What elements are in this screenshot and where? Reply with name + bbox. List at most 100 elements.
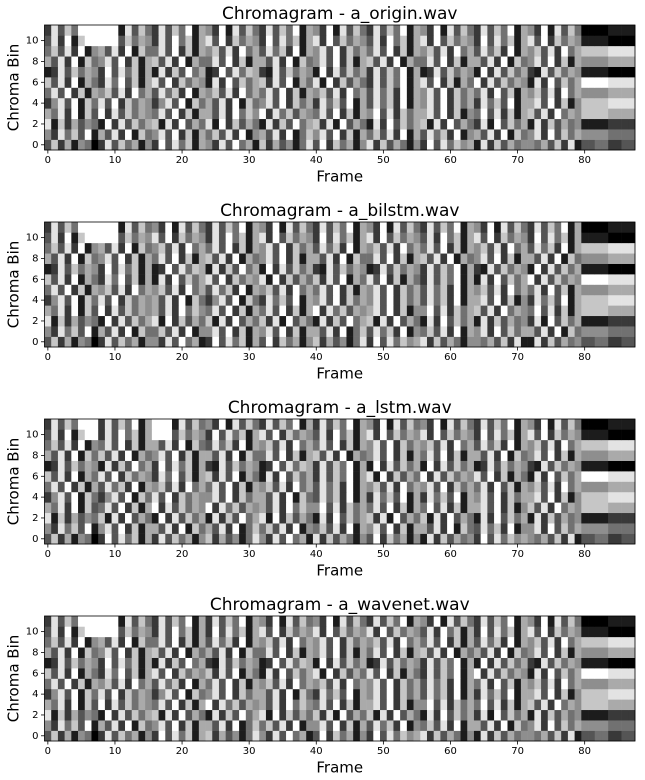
heatmap-cell [272, 439, 280, 451]
x-tick-label: 70 [511, 155, 524, 166]
heatmap-cell [507, 668, 515, 679]
heatmap-cell [292, 699, 300, 711]
heatmap-cell [104, 326, 112, 337]
heatmap-cell [567, 512, 575, 524]
heatmap-cell [111, 688, 119, 700]
heatmap-cell [614, 108, 622, 120]
heatmap-cell [574, 232, 582, 244]
heatmap-cell [286, 668, 294, 679]
heatmap-cell [64, 232, 72, 244]
heatmap-cell [614, 139, 622, 151]
heatmap-cell [185, 77, 193, 88]
heatmap-cell [527, 284, 535, 296]
heatmap-cell [225, 305, 233, 317]
heatmap-cell [380, 118, 388, 130]
heatmap-cell [44, 450, 52, 461]
heatmap-cell [111, 87, 119, 99]
chart-title: Chromagram - a_lstm.wav [228, 398, 452, 418]
heatmap-cell [272, 678, 280, 690]
heatmap-cell [527, 45, 535, 57]
heatmap-cell [420, 626, 428, 638]
heatmap-cell [547, 108, 555, 120]
heatmap-cell [447, 45, 455, 57]
heatmap-cell [272, 222, 280, 233]
heatmap-cell [500, 326, 508, 337]
heatmap-cell [426, 222, 434, 233]
heatmap-cell [165, 491, 173, 503]
heatmap-cell [628, 129, 636, 140]
heatmap-cell [51, 315, 59, 327]
heatmap-cell [78, 294, 86, 306]
heatmap-cell [440, 512, 448, 524]
heatmap-cell [346, 77, 354, 88]
heatmap-cell [413, 66, 421, 78]
heatmap-cell [507, 439, 515, 451]
heatmap-cell [353, 25, 361, 36]
heatmap-cell [380, 626, 388, 638]
heatmap-cell [111, 450, 119, 461]
heatmap-cell [232, 730, 240, 742]
heatmap-cell [359, 97, 367, 109]
heatmap-cell [473, 97, 481, 109]
heatmap-cell [574, 491, 582, 503]
heatmap-cell [400, 232, 408, 244]
heatmap-cell [312, 429, 320, 441]
heatmap-cell [104, 429, 112, 441]
heatmap-cell [541, 699, 549, 711]
heatmap-cell [413, 460, 421, 472]
heatmap-cell [131, 709, 139, 721]
heatmap-cell [581, 336, 589, 348]
heatmap-cell [588, 450, 596, 461]
heatmap-cell [64, 139, 72, 151]
heatmap-cell [91, 460, 99, 472]
heatmap-cell [453, 523, 461, 534]
heatmap-cell [594, 77, 602, 88]
heatmap-cell [145, 439, 153, 451]
heatmap-cell [614, 419, 622, 430]
x-tick-label: 10 [109, 155, 122, 166]
heatmap-cell [51, 657, 59, 669]
heatmap-cell [628, 730, 636, 742]
heatmap-cell [51, 284, 59, 296]
heatmap-cell [71, 129, 79, 140]
heatmap-cell [171, 45, 180, 57]
heatmap-cell [198, 232, 206, 244]
heatmap-cell [333, 429, 341, 441]
heatmap-cell [151, 253, 159, 264]
heatmap-cell [393, 419, 401, 430]
heatmap-cell [527, 502, 535, 514]
heatmap-cell [151, 336, 159, 348]
heatmap-cell [125, 636, 133, 648]
heatmap-cell [125, 232, 133, 244]
heatmap-cell [400, 730, 408, 742]
heatmap-cell [359, 129, 367, 140]
heatmap-cell [192, 25, 200, 36]
heatmap-cell [125, 491, 133, 503]
heatmap-cell [326, 56, 334, 67]
heatmap-cell [104, 87, 112, 99]
heatmap-cell [319, 657, 327, 669]
heatmap-cell [420, 616, 428, 627]
heatmap-cell [339, 668, 347, 679]
heatmap-cell [440, 232, 448, 244]
heatmap-cell [125, 523, 133, 534]
heatmap-cell [205, 626, 213, 638]
heatmap-cell [239, 491, 247, 503]
heatmap-cell [487, 419, 495, 430]
heatmap-cell [373, 284, 381, 296]
heatmap-cell [561, 439, 569, 451]
heatmap-cell [527, 129, 535, 140]
heatmap-cell [312, 616, 320, 627]
heatmap-cell [192, 45, 200, 57]
heatmap-cell [91, 284, 99, 296]
heatmap-cell [594, 129, 602, 140]
heatmap-cell [359, 25, 367, 36]
heatmap-cell [198, 523, 206, 534]
heatmap-cell [373, 533, 381, 545]
heatmap-cell [628, 491, 636, 503]
heatmap-cell [131, 657, 139, 669]
heatmap-cell [44, 97, 52, 109]
y-tick-label: 0 [32, 140, 38, 151]
heatmap-cell [554, 326, 562, 337]
heatmap-cell [507, 326, 515, 337]
